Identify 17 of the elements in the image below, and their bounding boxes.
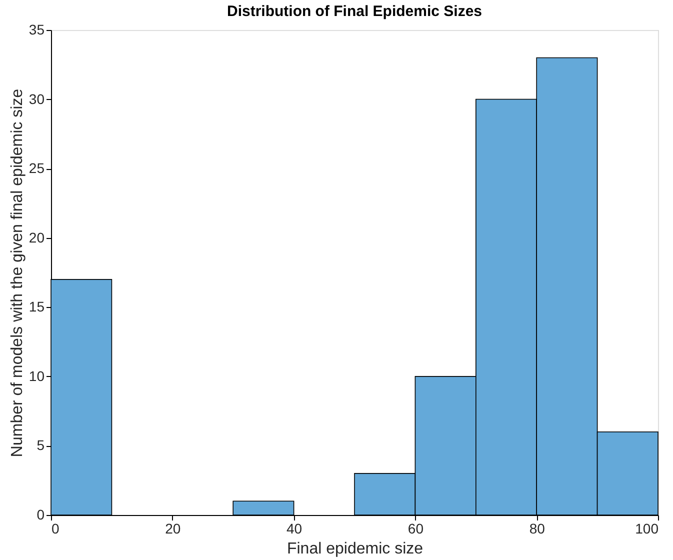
y-tick-label: 20 — [28, 229, 45, 246]
y-axis-title: Number of models with the given final epidemic size — [8, 88, 26, 458]
y-tick-label: 0 — [36, 506, 45, 522]
y-tick-label: 5 — [36, 437, 45, 454]
y-tick-label: 10 — [28, 368, 45, 384]
y-tick-label: 30 — [28, 90, 45, 107]
y-tick-label: 35 — [28, 22, 45, 38]
y-tick-label: 25 — [28, 160, 45, 176]
x-tick-label: 60 — [408, 520, 424, 536]
x-tick-label: 0 — [52, 520, 60, 536]
x-tick-label: 100 — [635, 520, 659, 536]
x-tick-label: 40 — [286, 520, 302, 536]
x-tick-label: 20 — [165, 520, 181, 536]
chart-title: Distribution of Final Epidemic Sizes — [226, 3, 482, 20]
x-axis-title: Final epidemic size — [286, 540, 424, 558]
x-tick-label: 80 — [529, 520, 546, 536]
y-tick-label: 15 — [28, 298, 45, 315]
